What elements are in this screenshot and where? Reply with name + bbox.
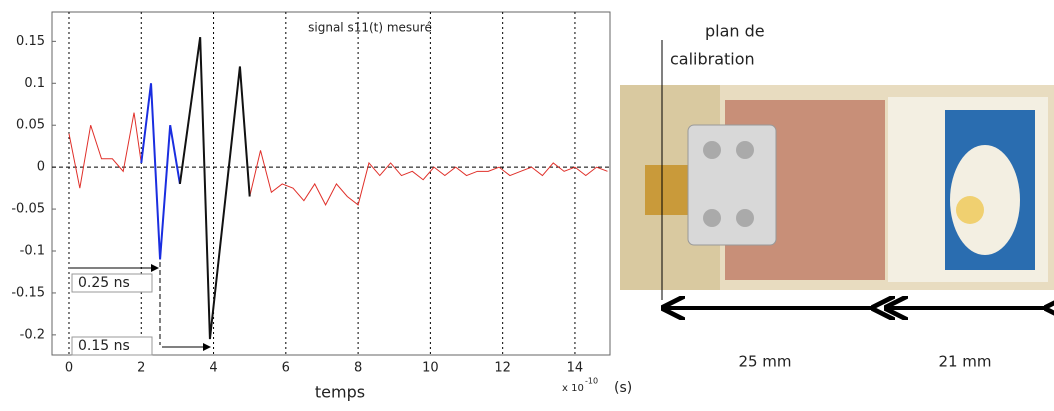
annotation: 0.15 ns: [78, 338, 130, 354]
screw: [703, 141, 721, 159]
x-tick-label: 0: [65, 361, 73, 376]
dimension-label: 25 mm: [738, 353, 791, 371]
x-tick-label: 4: [209, 361, 217, 376]
plot-frame: [51, 11, 611, 356]
flange: [687, 124, 777, 246]
screw: [736, 141, 754, 159]
x-tick-label: 10: [422, 361, 439, 376]
x-scale-exponent: -10: [585, 377, 598, 386]
label-box: [71, 336, 153, 356]
series-line: [140, 83, 181, 260]
screw: [736, 209, 754, 227]
x-tick-label: 14: [567, 361, 584, 376]
y-tick-label: 0: [37, 160, 45, 175]
y-tick-label: 0.1: [24, 76, 45, 91]
calibration-label: plan de: [705, 22, 765, 41]
series-line: [178, 37, 251, 340]
x-tick-label: 12: [494, 361, 511, 376]
x-axis-label: temps: [315, 383, 365, 402]
y-tick-label: 0.05: [16, 118, 45, 133]
annotation: 0.25 ns: [78, 275, 130, 291]
logo-sun: [956, 196, 984, 224]
label-box: [71, 273, 153, 293]
x-tick-label: 2: [137, 361, 145, 376]
calibration-label: calibration: [670, 50, 755, 69]
y-tick-label: -0.1: [20, 244, 45, 259]
x-tick-label: 8: [354, 361, 362, 376]
y-tick-label: -0.05: [11, 202, 45, 217]
screw: [703, 209, 721, 227]
series-line: [68, 112, 608, 206]
x-tick-label: 6: [282, 361, 290, 376]
photo: [620, 40, 1054, 308]
x-unit: (s): [614, 380, 632, 396]
y-tick-label: -0.15: [11, 285, 45, 300]
annotations: 0.25 ns 0.15 ns: [70, 262, 211, 356]
dimension-label: 21 mm: [938, 353, 991, 371]
y-tick-label: 0.15: [16, 34, 45, 49]
logo-ellipse: [950, 145, 1020, 255]
x-scale-label: x 10: [562, 383, 584, 394]
chart-title: signal s11(t) mesuré: [308, 21, 432, 35]
connector: [645, 165, 690, 215]
y-tick-label: -0.2: [20, 327, 45, 342]
